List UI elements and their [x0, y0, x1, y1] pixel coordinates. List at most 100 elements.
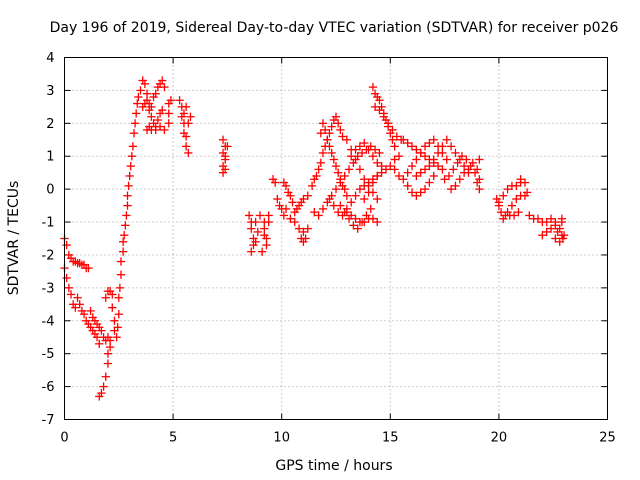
x-tick-label: 20	[491, 431, 508, 446]
data-point	[160, 125, 169, 135]
y-tick-label: -2	[42, 248, 55, 263]
data-point	[546, 224, 556, 233]
data-point	[557, 214, 567, 223]
data-point	[375, 148, 384, 158]
y-tick-label: 1	[46, 150, 54, 165]
plot-frame	[64, 57, 608, 420]
data-point	[377, 161, 386, 171]
data-point	[509, 211, 519, 220]
data-point	[279, 211, 289, 220]
data-point	[412, 145, 421, 154]
data-point	[462, 155, 471, 164]
data-point	[290, 217, 299, 227]
data-point	[377, 168, 386, 177]
data-point	[392, 132, 401, 141]
data-point	[181, 132, 191, 141]
data-point	[124, 181, 133, 190]
data-point	[334, 119, 343, 128]
data-point	[103, 349, 113, 358]
data-point	[370, 145, 380, 154]
data-point	[84, 263, 93, 273]
data-point	[390, 142, 399, 151]
data-point	[186, 112, 195, 121]
data-point	[381, 165, 391, 174]
data-point	[412, 191, 421, 200]
data-point	[403, 138, 412, 148]
data-point	[66, 290, 76, 299]
y-tick-label: 2	[46, 117, 54, 132]
data-point	[110, 316, 119, 325]
data-point	[331, 112, 341, 121]
data-point	[145, 106, 154, 115]
data-point	[442, 135, 451, 144]
data-point	[412, 155, 421, 164]
data-point	[425, 138, 434, 148]
data-point	[407, 142, 417, 151]
data-point	[399, 175, 408, 184]
data-point	[342, 135, 352, 144]
data-point	[127, 152, 136, 161]
data-point	[299, 227, 308, 237]
data-point	[347, 152, 356, 161]
data-point	[394, 171, 404, 181]
data-point	[355, 165, 365, 174]
data-point	[351, 214, 360, 223]
data-point	[366, 204, 375, 214]
data-point	[288, 198, 297, 207]
data-point	[416, 148, 425, 158]
data-point	[368, 82, 378, 92]
data-point	[542, 227, 551, 237]
x-tick-label: 25	[599, 431, 616, 446]
data-point	[92, 333, 102, 342]
data-point	[147, 112, 156, 121]
data-point	[503, 208, 512, 217]
data-point	[503, 184, 512, 194]
chart-title: Day 196 of 2019, Sidereal Day-to-day VTE…	[50, 20, 619, 36]
data-point	[407, 161, 417, 171]
data-point	[364, 145, 373, 154]
data-point	[151, 89, 160, 98]
y-tick-label: 4	[46, 51, 54, 66]
data-point	[130, 119, 140, 128]
data-point	[325, 194, 334, 204]
data-point	[281, 204, 291, 214]
data-point	[542, 217, 551, 227]
data-point	[184, 119, 193, 128]
data-point	[123, 201, 132, 210]
data-point	[310, 208, 319, 217]
data-point	[416, 168, 425, 177]
data-point	[520, 178, 530, 187]
data-point	[459, 161, 469, 171]
data-point	[325, 129, 334, 138]
data-point	[303, 224, 312, 233]
data-point	[355, 184, 365, 194]
data-point	[179, 109, 189, 118]
data-point	[473, 178, 482, 187]
data-point	[151, 125, 160, 135]
data-point	[394, 152, 404, 161]
data-point	[325, 142, 334, 151]
data-series	[60, 76, 569, 401]
data-point	[316, 129, 325, 138]
data-point	[473, 165, 482, 174]
data-point	[116, 270, 126, 279]
data-point	[329, 155, 338, 164]
data-point	[247, 247, 256, 256]
data-point	[253, 227, 262, 237]
data-point	[318, 119, 328, 128]
data-point	[181, 102, 191, 112]
data-point	[451, 148, 460, 158]
data-point	[318, 148, 328, 158]
data-point	[281, 181, 291, 190]
data-point	[327, 148, 336, 158]
data-point	[327, 122, 336, 131]
data-point	[273, 194, 282, 204]
data-point	[79, 310, 89, 319]
data-point	[446, 184, 456, 194]
data-point	[383, 119, 393, 128]
data-point	[514, 208, 523, 217]
y-tick-label: 0	[46, 183, 54, 198]
data-point	[160, 82, 169, 92]
data-point	[351, 145, 360, 154]
